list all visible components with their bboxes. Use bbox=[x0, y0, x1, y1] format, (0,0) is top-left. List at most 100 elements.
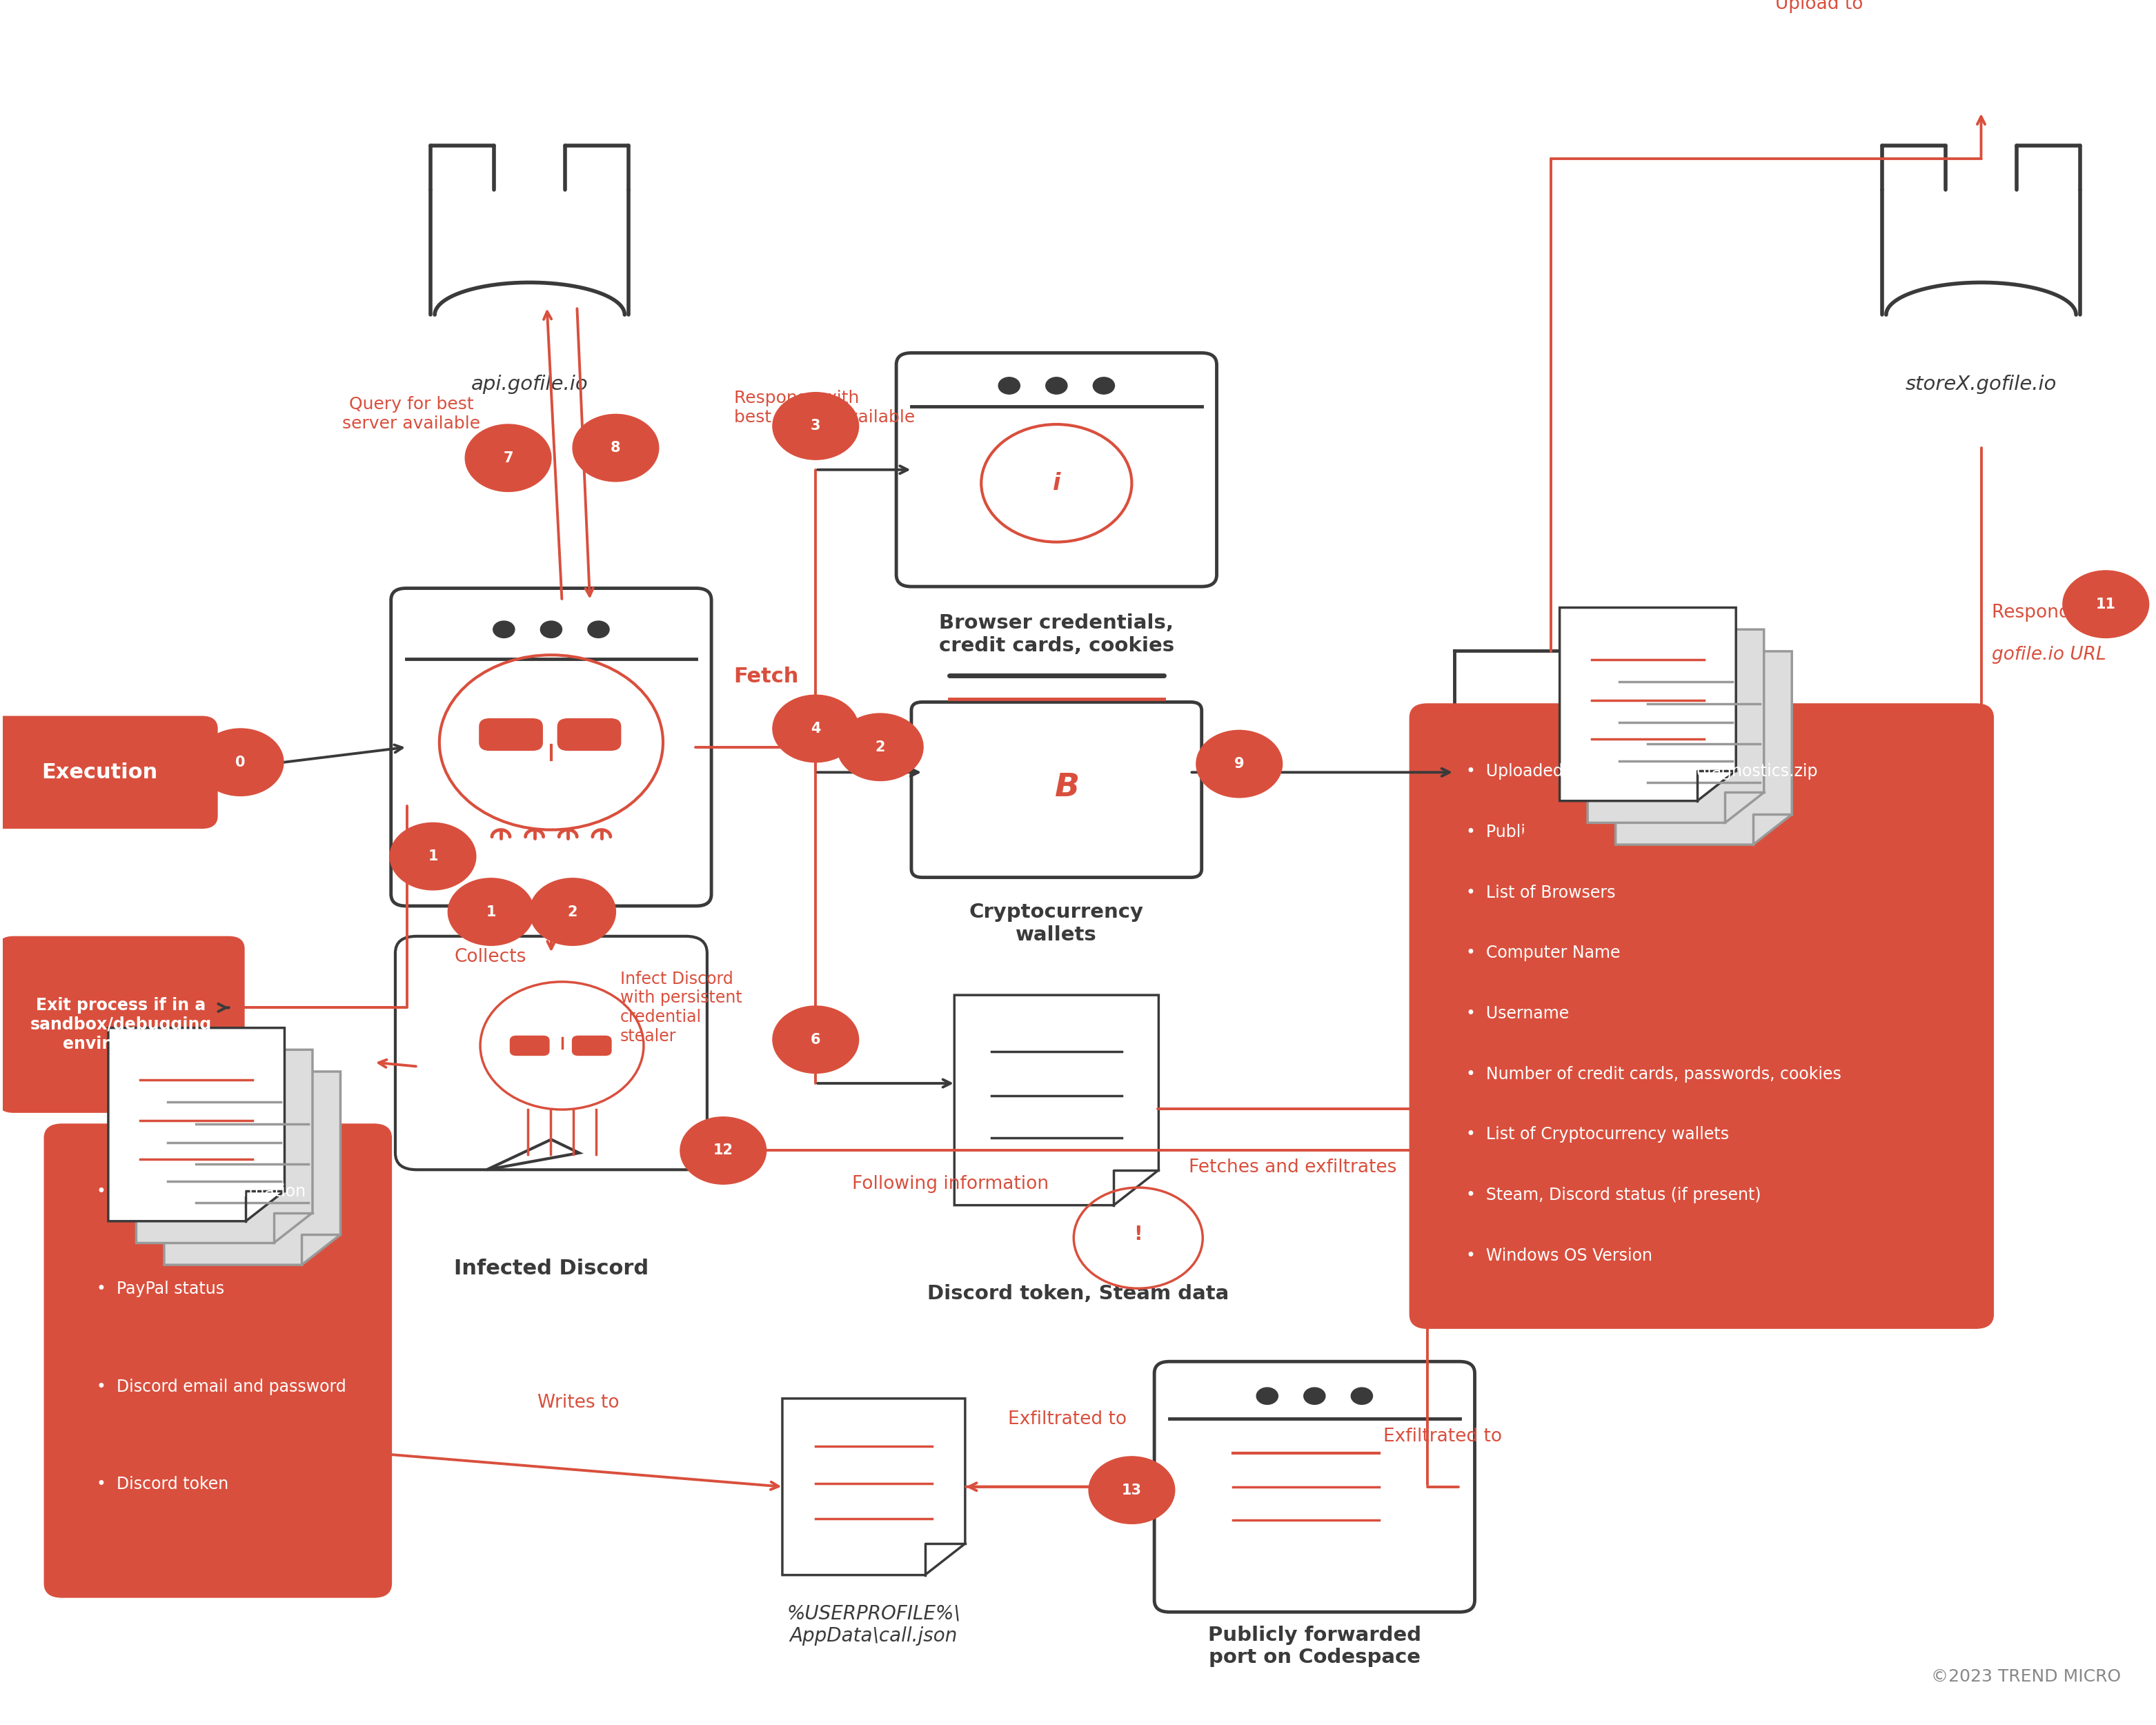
Polygon shape bbox=[955, 995, 1158, 1206]
Polygon shape bbox=[136, 1051, 313, 1244]
Text: 1: 1 bbox=[485, 906, 496, 919]
Text: Browser credentials,
credit cards, cookies: Browser credentials, credit cards, cooki… bbox=[938, 614, 1175, 656]
Circle shape bbox=[573, 414, 660, 481]
Polygon shape bbox=[1559, 607, 1736, 800]
Text: •  Public IP: • Public IP bbox=[1466, 825, 1554, 840]
Text: i: i bbox=[1052, 473, 1061, 495]
Polygon shape bbox=[487, 1140, 580, 1170]
Text: Fetches and exfiltrates: Fetches and exfiltrates bbox=[1190, 1159, 1397, 1176]
Text: %USERPROFILE%\
AppData\call.json: %USERPROFILE%\ AppData\call.json bbox=[787, 1604, 962, 1646]
Text: 0: 0 bbox=[235, 756, 246, 769]
Text: 12: 12 bbox=[714, 1144, 733, 1157]
FancyBboxPatch shape bbox=[0, 718, 218, 828]
Text: in: in bbox=[1503, 990, 1533, 1011]
FancyBboxPatch shape bbox=[897, 354, 1216, 586]
Text: Infect Discord
with persistent
credential
stealer: Infect Discord with persistent credentia… bbox=[621, 971, 742, 1045]
Text: 2: 2 bbox=[875, 740, 886, 754]
FancyBboxPatch shape bbox=[45, 1125, 390, 1597]
Text: Malware sample
is running: Malware sample is running bbox=[455, 935, 647, 978]
Circle shape bbox=[541, 621, 563, 638]
Text: •  Uploaded gofile.io URL of diagnostics.zip: • Uploaded gofile.io URL of diagnostics.… bbox=[1466, 762, 1818, 780]
Text: •  PayPal status: • PayPal status bbox=[97, 1282, 224, 1297]
Circle shape bbox=[1352, 1387, 1373, 1404]
Text: Respond with: Respond with bbox=[1992, 604, 2115, 621]
Circle shape bbox=[530, 878, 617, 945]
Circle shape bbox=[2063, 571, 2150, 638]
Text: •  List of Browsers: • List of Browsers bbox=[1466, 885, 1615, 900]
Text: Discord token, Steam data: Discord token, Steam data bbox=[927, 1283, 1229, 1302]
Text: •  Steam, Discord status (if present): • Steam, Discord status (if present) bbox=[1466, 1187, 1761, 1204]
Text: B: B bbox=[1054, 773, 1080, 804]
Text: 13: 13 bbox=[1121, 1483, 1143, 1497]
Polygon shape bbox=[1587, 630, 1764, 823]
Text: •  Username: • Username bbox=[1466, 1006, 1570, 1021]
Circle shape bbox=[772, 392, 858, 459]
Polygon shape bbox=[1615, 652, 1792, 845]
Text: Writes to: Writes to bbox=[537, 1394, 619, 1411]
Polygon shape bbox=[783, 1399, 966, 1575]
Text: Query for best
server available: Query for best server available bbox=[343, 397, 481, 433]
Text: •  Discord token: • Discord token bbox=[97, 1477, 229, 1492]
Text: 6: 6 bbox=[811, 1033, 821, 1047]
Text: 4: 4 bbox=[811, 721, 821, 735]
Polygon shape bbox=[108, 1028, 285, 1221]
Circle shape bbox=[1304, 1387, 1326, 1404]
Circle shape bbox=[1917, 0, 2003, 38]
Text: •  Windows OS Version: • Windows OS Version bbox=[1466, 1247, 1651, 1264]
Text: api.gofile.io: api.gofile.io bbox=[472, 374, 589, 393]
Circle shape bbox=[1197, 730, 1283, 797]
Text: 7: 7 bbox=[502, 450, 513, 464]
FancyBboxPatch shape bbox=[556, 718, 621, 750]
Text: Publicly forwarded
port on Codespace: Publicly forwarded port on Codespace bbox=[1207, 1625, 1421, 1668]
Text: Following information: Following information bbox=[852, 1175, 1050, 1194]
Text: gofile.io URL: gofile.io URL bbox=[1992, 645, 2106, 664]
Circle shape bbox=[679, 1118, 765, 1183]
FancyBboxPatch shape bbox=[1153, 1361, 1475, 1613]
Circle shape bbox=[998, 378, 1020, 393]
FancyBboxPatch shape bbox=[509, 1035, 550, 1056]
Text: Response with
best server available: Response with best server available bbox=[733, 390, 914, 426]
Text: !: ! bbox=[1134, 1225, 1143, 1244]
Circle shape bbox=[589, 621, 610, 638]
FancyBboxPatch shape bbox=[1410, 704, 1992, 1328]
Circle shape bbox=[772, 695, 858, 762]
Circle shape bbox=[837, 714, 923, 781]
FancyBboxPatch shape bbox=[479, 718, 543, 750]
Circle shape bbox=[466, 424, 552, 492]
Text: 2: 2 bbox=[567, 906, 578, 919]
Text: •  Discord email and password: • Discord email and password bbox=[97, 1378, 345, 1396]
Circle shape bbox=[1257, 1387, 1279, 1404]
FancyBboxPatch shape bbox=[571, 1035, 612, 1056]
Circle shape bbox=[390, 823, 476, 890]
Text: Compress collected data: Compress collected data bbox=[1412, 949, 1690, 968]
Circle shape bbox=[772, 1006, 858, 1073]
Text: ©2023 TREND MICRO: ©2023 TREND MICRO bbox=[1932, 1668, 2122, 1685]
Text: Infected Discord: Infected Discord bbox=[455, 1258, 649, 1278]
Text: 3: 3 bbox=[811, 419, 821, 433]
Text: 11: 11 bbox=[2096, 597, 2115, 611]
Text: •  Credit card information: • Credit card information bbox=[97, 1183, 306, 1201]
Text: 1: 1 bbox=[427, 849, 438, 862]
FancyBboxPatch shape bbox=[395, 937, 707, 1170]
Text: 9: 9 bbox=[1233, 757, 1244, 771]
Text: 8: 8 bbox=[610, 442, 621, 455]
Text: Exfiltrated to: Exfiltrated to bbox=[1384, 1427, 1503, 1446]
Circle shape bbox=[1046, 378, 1067, 393]
Text: Collects: Collects bbox=[455, 949, 526, 966]
Text: 10: 10 bbox=[1949, 0, 1971, 10]
Circle shape bbox=[1520, 819, 1580, 866]
Circle shape bbox=[494, 621, 515, 638]
Circle shape bbox=[1089, 1456, 1175, 1523]
Text: •  Number of credit cards, passwords, cookies: • Number of credit cards, passwords, coo… bbox=[1466, 1066, 1841, 1082]
Text: •  List of Cryptocurrency wallets: • List of Cryptocurrency wallets bbox=[1466, 1126, 1729, 1144]
Text: Exit process if in a
sandbox/debugging
environment: Exit process if in a sandbox/debugging e… bbox=[30, 997, 211, 1052]
Polygon shape bbox=[164, 1071, 341, 1264]
Text: •  Computer Name: • Computer Name bbox=[1466, 945, 1621, 961]
Text: storeX.gofile.io: storeX.gofile.io bbox=[1906, 374, 2057, 393]
Text: Fetch: Fetch bbox=[733, 666, 798, 687]
FancyBboxPatch shape bbox=[390, 588, 711, 906]
Circle shape bbox=[198, 728, 282, 795]
Text: Execution: Execution bbox=[41, 762, 157, 783]
Text: Exfiltrated to: Exfiltrated to bbox=[1007, 1411, 1128, 1428]
Circle shape bbox=[1093, 378, 1115, 393]
